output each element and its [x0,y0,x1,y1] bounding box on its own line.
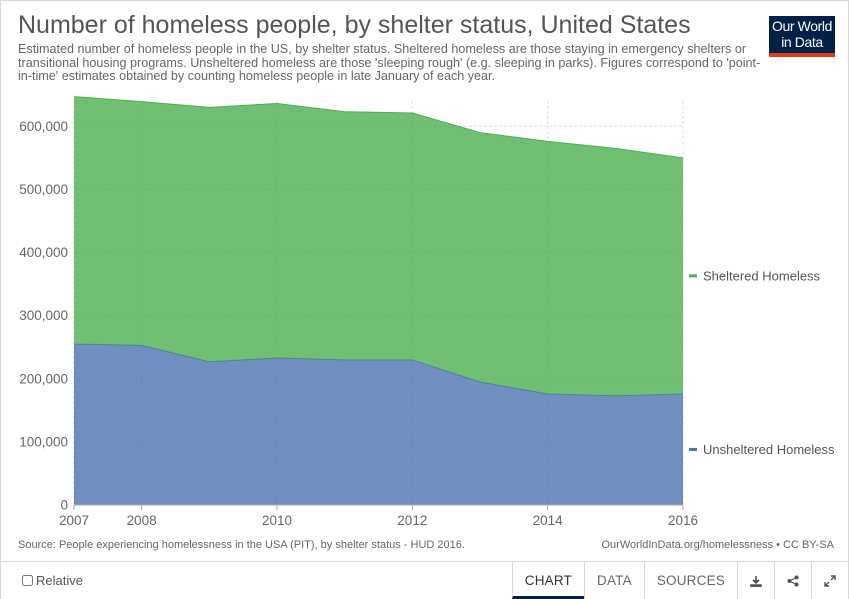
x-tick-label: 2016 [668,513,698,528]
y-tick-label: 200,000 [19,371,68,386]
x-tick-label: 2010 [262,513,292,528]
chart-title: Number of homeless people, by shelter st… [18,11,691,39]
y-axis: 0 100,000 200,000 300,000 400,000 500,000 600,… [19,119,68,513]
share-icon[interactable] [774,562,811,599]
area-chart: 0 100,000 200,000 300,000 400,000 500,000 600,… [19,96,835,528]
controls-bar: Relative CHART DATA SOURCES [1,561,848,599]
area-unsheltered-homeless[interactable] [74,344,683,505]
logo-accent-bar [769,53,835,57]
tab-sources[interactable]: SOURCES [643,562,737,599]
chart-subtitle: Estimated number of homeless people in t… [18,42,761,83]
y-tick-label: 300,000 [19,308,68,323]
y-tick-label: 400,000 [19,245,68,260]
x-tick-label: 2008 [127,513,157,528]
relative-label: Relative [36,573,83,588]
relative-checkbox[interactable] [22,575,33,586]
x-axis: 2007 2008 2010 2012 2014 2016 [59,504,698,528]
x-tick-label: 2007 [59,513,89,528]
expand-icon[interactable] [811,562,848,599]
tab-data[interactable]: DATA [584,562,644,599]
legend-label[interactable]: Sheltered Homeless [703,268,821,283]
tab-chart[interactable]: CHART [511,562,585,599]
y-tick-label: 500,000 [19,182,68,197]
download-icon[interactable] [737,562,774,599]
credit-link[interactable]: OurWorldInData.org/homelessness • CC BY-… [601,539,834,551]
logo-line-2: in Data [781,34,823,50]
chart-tabs: CHART DATA SOURCES [511,562,848,599]
x-tick-label: 2012 [397,513,427,528]
legend: Unsheltered Homeless Sheltered Homeless [689,268,835,457]
y-tick-label: 100,000 [19,434,68,449]
x-tick-label: 2014 [533,513,564,528]
relative-toggle[interactable]: Relative [22,573,83,588]
owid-logo[interactable]: Our World in Data [769,16,835,57]
y-tick-label: 600,000 [19,119,68,134]
source-note[interactable]: Source: People experiencing homelessness… [18,539,465,551]
legend-label[interactable]: Unsheltered Homeless [703,442,835,457]
logo-line-1: Our World [772,18,832,34]
y-tick-label: 0 [60,498,68,513]
chart-areas [73,96,684,505]
area-edge-sheltered-homeless [73,96,684,159]
area-sheltered-homeless[interactable] [74,96,683,396]
